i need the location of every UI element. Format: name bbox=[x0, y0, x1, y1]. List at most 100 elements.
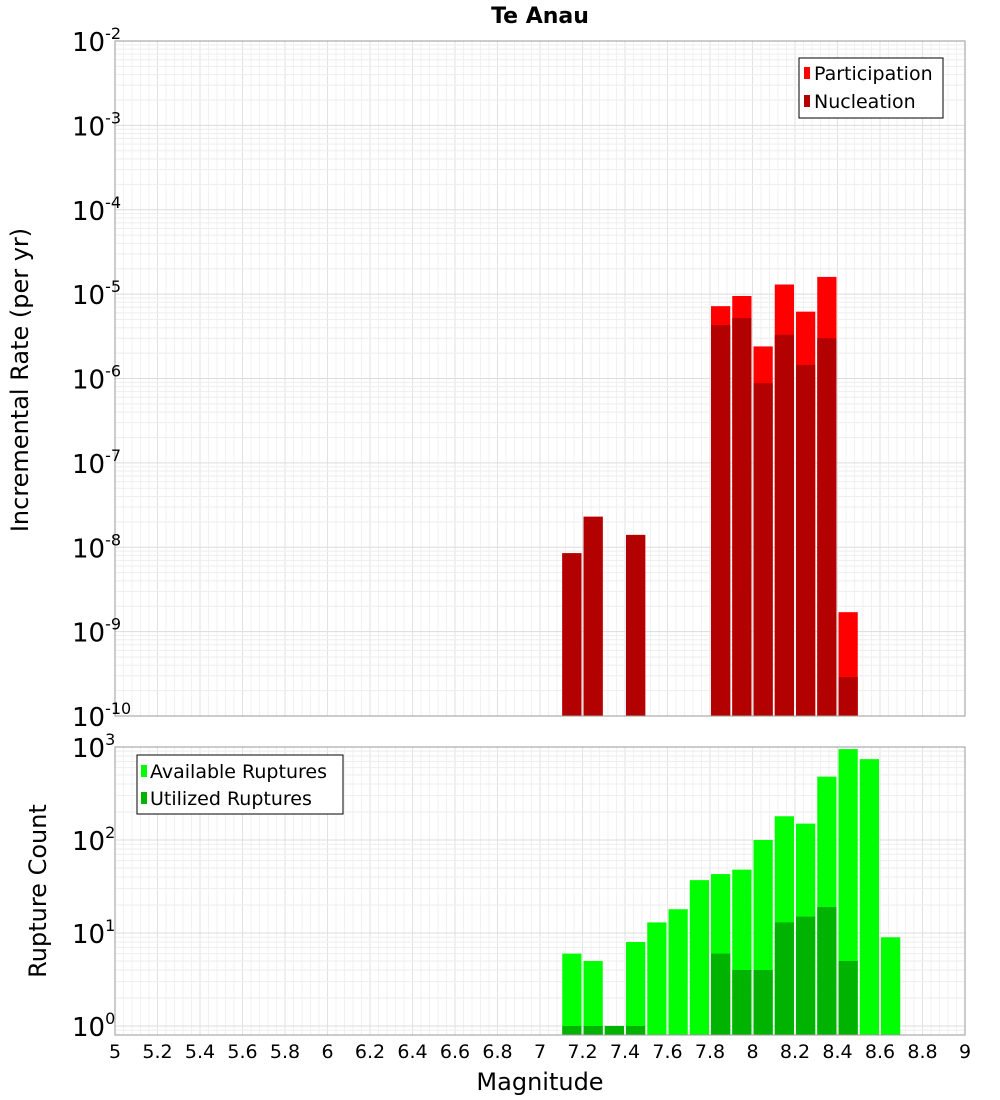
available-ruptures-bar bbox=[562, 953, 582, 1035]
nucleation-bar bbox=[774, 334, 794, 716]
utilized-ruptures-bar bbox=[838, 960, 858, 1035]
y-tick-exponent: -9 bbox=[105, 615, 121, 634]
utilized-ruptures-bar bbox=[753, 969, 773, 1035]
x-tick-label: 5.4 bbox=[185, 1041, 215, 1063]
y-tick-label: 101 bbox=[72, 916, 115, 950]
y-tick-label: 10-6 bbox=[72, 362, 121, 396]
x-tick-label: 7.2 bbox=[567, 1041, 597, 1063]
nucleation-bar bbox=[732, 318, 752, 716]
y-tick-base: 10 bbox=[72, 1013, 105, 1043]
x-tick-label: 5.2 bbox=[142, 1041, 172, 1063]
available-ruptures-legend-label: Available Ruptures bbox=[150, 761, 327, 783]
y-tick-label: 10-2 bbox=[72, 24, 121, 58]
y-tick-label: 10-7 bbox=[72, 446, 121, 480]
x-tick-label: 6.4 bbox=[397, 1041, 427, 1063]
y-tick-exponent: -3 bbox=[105, 108, 121, 127]
x-tick-label: 6 bbox=[321, 1041, 333, 1063]
y-tick-exponent: -2 bbox=[105, 24, 121, 43]
x-tick-label: 6.8 bbox=[482, 1041, 512, 1063]
available-ruptures-bar bbox=[859, 759, 879, 1035]
chart-title: Te Anau bbox=[491, 4, 589, 29]
y-tick-exponent: 0 bbox=[105, 1009, 115, 1028]
y-tick-base: 10 bbox=[72, 281, 105, 311]
top-bars bbox=[562, 276, 858, 716]
top-y-axis-label: Incremental Rate (per yr) bbox=[6, 228, 34, 532]
y-tick-base: 10 bbox=[72, 734, 105, 764]
participation-legend-swatch bbox=[804, 67, 810, 79]
y-tick-base: 10 bbox=[72, 450, 105, 480]
utilized-ruptures-bar bbox=[562, 1025, 582, 1035]
y-tick-exponent: 2 bbox=[105, 823, 115, 842]
nucleation-bar bbox=[711, 325, 731, 716]
nucleation-bar bbox=[562, 553, 582, 716]
utilized-ruptures-bar bbox=[583, 1025, 603, 1035]
nucleation-bar bbox=[626, 534, 646, 716]
nucleation-legend-swatch bbox=[804, 95, 810, 107]
y-tick-label: 10-8 bbox=[72, 530, 121, 564]
available-ruptures-bar bbox=[689, 880, 709, 1035]
bottom-bars bbox=[562, 749, 901, 1035]
y-tick-base: 10 bbox=[72, 534, 105, 564]
bottom-y-axis-label: Rupture Count bbox=[24, 804, 52, 978]
nucleation-legend-label: Nucleation bbox=[814, 91, 916, 113]
nucleation-bar bbox=[838, 676, 858, 716]
top-plot-frame bbox=[114, 40, 966, 717]
x-axis-label: Magnitude bbox=[476, 1068, 603, 1096]
x-tick-label: 6.2 bbox=[355, 1041, 385, 1063]
nucleation-bar bbox=[796, 364, 816, 716]
x-tick-label: 7.8 bbox=[695, 1041, 725, 1063]
utilized-ruptures-bar bbox=[732, 969, 752, 1035]
x-tick-label: 8.8 bbox=[907, 1041, 937, 1063]
y-tick-label: 10-5 bbox=[72, 277, 121, 311]
x-tick-label: 7.6 bbox=[652, 1041, 682, 1063]
utilized-ruptures-bar bbox=[711, 953, 731, 1035]
y-tick-exponent: -8 bbox=[105, 530, 121, 549]
y-tick-base: 10 bbox=[72, 703, 105, 733]
y-tick-exponent: 1 bbox=[105, 916, 115, 935]
y-tick-label: 100 bbox=[72, 1009, 115, 1043]
utilized-ruptures-bar bbox=[626, 1025, 646, 1035]
x-tick-label: 7.4 bbox=[610, 1041, 640, 1063]
y-tick-base: 10 bbox=[72, 28, 105, 58]
y-tick-exponent: -10 bbox=[105, 699, 131, 718]
x-tick-label: 5.8 bbox=[270, 1041, 300, 1063]
x-tick-label: 8 bbox=[746, 1041, 758, 1063]
top-grid bbox=[114, 40, 966, 717]
utilized-ruptures-bar bbox=[604, 1025, 624, 1035]
x-tick-label: 8.6 bbox=[865, 1041, 895, 1063]
y-tick-label: 10-10 bbox=[72, 699, 131, 733]
y-tick-label: 103 bbox=[72, 730, 115, 764]
x-ticks: 5 5.2 5.4 5.6 5.8 6 6.2 6.4 6.6 6.8 7 7.2 7.4 7.6 7.8 8… bbox=[109, 1041, 971, 1063]
y-tick-exponent: -5 bbox=[105, 277, 121, 296]
x-tick-label: 7 bbox=[534, 1041, 546, 1063]
x-tick-label: 8.4 bbox=[822, 1041, 852, 1063]
y-tick-exponent: -7 bbox=[105, 446, 121, 465]
utilized-ruptures-bar bbox=[774, 922, 794, 1035]
x-tick-label: 9 bbox=[959, 1041, 971, 1063]
top-y-ticks: 10-210-310-410-510-610-710-810-910-10 bbox=[72, 24, 131, 733]
y-tick-label: 10-4 bbox=[72, 193, 121, 227]
nucleation-bar bbox=[583, 516, 603, 716]
x-tick-label: 6.6 bbox=[440, 1041, 470, 1063]
utilized-ruptures-bar bbox=[796, 916, 816, 1035]
available-ruptures-bar bbox=[583, 960, 603, 1035]
nucleation-bar bbox=[817, 338, 837, 716]
available-ruptures-bar bbox=[626, 942, 646, 1035]
y-tick-base: 10 bbox=[72, 827, 105, 857]
y-tick-exponent: 3 bbox=[105, 730, 115, 749]
top-legend: Participation Nucleation bbox=[798, 57, 944, 119]
y-tick-label: 10-9 bbox=[72, 615, 121, 649]
y-tick-label: 10-3 bbox=[72, 108, 121, 142]
available-ruptures-bar bbox=[881, 937, 901, 1035]
participation-legend-label: Participation bbox=[814, 63, 933, 85]
utilized-ruptures-legend-label: Utilized Ruptures bbox=[150, 788, 312, 810]
bottom-legend: Available Ruptures Utilized Ruptures bbox=[136, 754, 344, 815]
x-tick-label: 5 bbox=[109, 1041, 121, 1063]
utilized-ruptures-legend-swatch bbox=[141, 792, 147, 804]
y-tick-base: 10 bbox=[72, 920, 105, 950]
y-tick-exponent: -6 bbox=[105, 362, 121, 381]
available-ruptures-legend-swatch bbox=[141, 765, 147, 777]
utilized-ruptures-bar bbox=[817, 907, 837, 1035]
